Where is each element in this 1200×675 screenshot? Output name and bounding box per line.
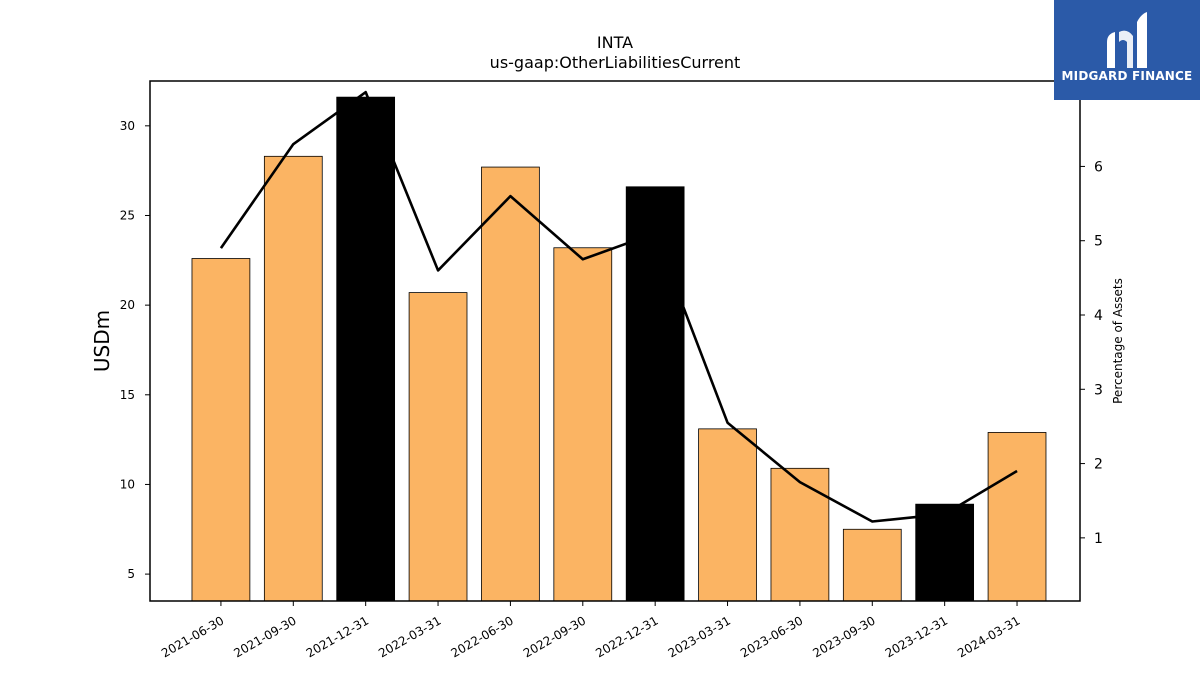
x-tick-label: 2023-09-30 (810, 613, 877, 660)
x-tick-label: 2022-06-30 (449, 613, 516, 660)
chart-subtitle: us-gaap:OtherLiabilitiesCurrent (490, 53, 741, 72)
line-series-percentage-of-assets (219, 90, 1018, 523)
y-tick-label: 25 (120, 208, 135, 222)
bar-2023-03-31 (698, 428, 757, 602)
y2-tick-label: 3 (1094, 382, 1103, 398)
x-tick-label: 2024-03-31 (955, 613, 1022, 660)
y-tick-label: 20 (120, 298, 135, 312)
bar-2023-06-30 (770, 467, 830, 602)
brand-logo: MIDGARD FINANCE (1054, 0, 1200, 100)
bar-2022-03-31 (408, 292, 468, 602)
midgard-logo-icon (1107, 12, 1147, 69)
bar-2023-09-30 (842, 528, 902, 602)
x-tick-label: 2023-06-30 (738, 613, 805, 660)
y-tick-label: 5 (127, 567, 135, 581)
y2-tick-label: 5 (1094, 234, 1103, 250)
x-tick-label: 2021-09-30 (231, 613, 298, 660)
bar-2021-09-30 (263, 155, 323, 602)
bar-2021-12-31 (336, 96, 396, 602)
x-tick-label: 2022-09-30 (521, 613, 588, 660)
x-tick-label: 2022-03-31 (376, 613, 443, 660)
bar-2022-12-31 (625, 186, 685, 602)
plot-frame (149, 80, 1081, 602)
bar-2023-12-31 (915, 503, 975, 602)
bar-2022-06-30 (481, 166, 540, 602)
bar-2022-09-30 (553, 247, 613, 602)
x-tick-label: 2023-03-31 (666, 613, 733, 660)
x-tick-label: 2021-12-31 (304, 613, 371, 660)
y2-tick-label: 4 (1094, 308, 1103, 324)
y2-tick-label: 6 (1094, 159, 1103, 175)
bar-2021-06-30 (191, 258, 251, 602)
chart-title: INTA (597, 33, 633, 52)
bar-2024-03-31 (987, 432, 1047, 602)
x-tick-label: 2021-06-30 (159, 613, 226, 660)
x-tick-label: 2022-12-31 (593, 613, 660, 660)
y2-tick-label: 1 (1094, 531, 1103, 547)
y-tick-label: 30 (120, 119, 135, 133)
y-axis-label: USDm (90, 310, 114, 372)
y2-tick-label: 2 (1094, 457, 1103, 473)
y2-axis-label: Percentage of Assets (1111, 278, 1125, 404)
y-tick-label: 10 (120, 477, 135, 491)
brand-logo-text: MIDGARD FINANCE (1061, 69, 1193, 83)
x-tick-label: 2023-12-31 (883, 613, 950, 660)
y-tick-label: 15 (120, 388, 135, 402)
